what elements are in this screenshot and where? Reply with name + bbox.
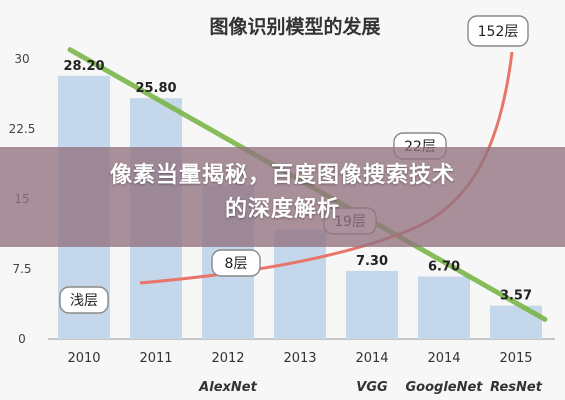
banner-line-1: 像素当量揭秘，百度图像搜索技术 [109, 163, 455, 188]
bar [274, 229, 326, 339]
depth-callout-box [467, 15, 529, 47]
banner-overlay [0, 147, 565, 247]
chart-title: 图像识别模型的发展 [209, 15, 380, 38]
bar-value-label: 28.20 [63, 59, 104, 74]
x-tick-label: 2011 [139, 351, 172, 366]
x-tick-label: 2012 [211, 351, 244, 366]
x-tick-label: 2015 [499, 351, 532, 366]
y-tick-label: 7.5 [12, 262, 31, 276]
bar-value-label: 7.30 [356, 254, 388, 269]
bar-value-label: 3.57 [500, 289, 532, 304]
x-tick-label: 2014 [355, 351, 388, 366]
banner-headline: 像素当量揭秘，百度图像搜索技术 的深度解析 [0, 159, 565, 227]
model-label: AlexNet [198, 380, 257, 395]
model-label: GoogleNet [405, 380, 483, 395]
depth-callout-label: 浅层 [70, 293, 98, 309]
depth-callout-label: 152层 [478, 24, 519, 40]
model-label: ResNet [490, 380, 543, 395]
bar [418, 276, 470, 339]
model-label: VGG [356, 380, 388, 395]
banner-line-2: 的深度解析 [224, 197, 340, 222]
x-tick-label: 2014 [427, 351, 460, 366]
depth-callout-box [59, 286, 109, 314]
depth-callout-label: 8层 [225, 256, 248, 272]
depth-callout-box [211, 249, 261, 277]
y-tick-label: 30 [14, 52, 29, 66]
bar [346, 270, 398, 339]
bar-value-label: 25.80 [135, 81, 176, 96]
bar-value-label: 6.70 [428, 259, 460, 274]
x-tick-label: 2010 [67, 351, 100, 366]
y-tick-label: 22.5 [9, 122, 36, 136]
y-tick-label: 0 [18, 332, 26, 346]
x-tick-label: 2013 [283, 351, 316, 366]
